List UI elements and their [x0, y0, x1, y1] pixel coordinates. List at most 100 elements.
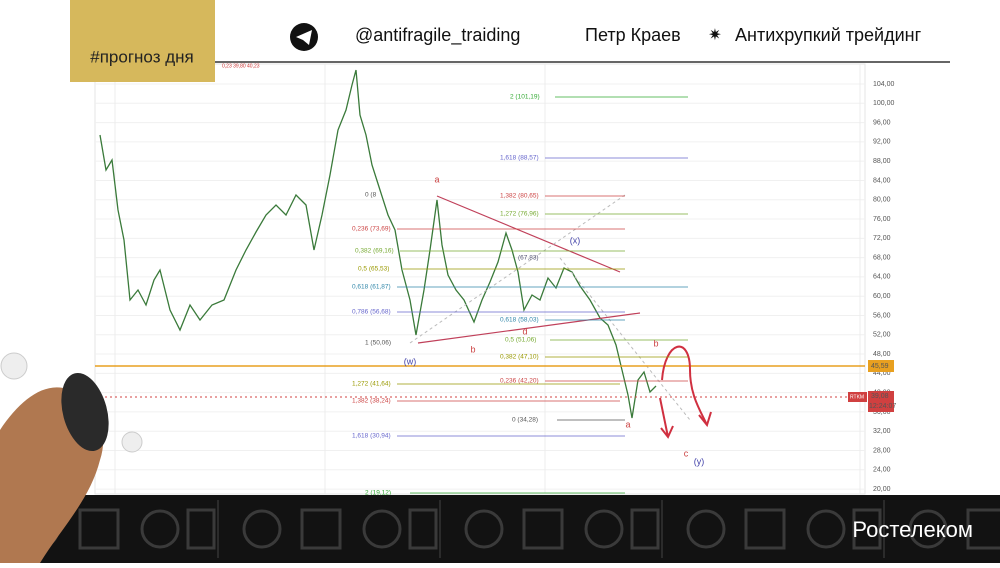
- ticker: RTKM: [850, 394, 864, 400]
- author: Петр Краев: [585, 25, 681, 45]
- separator-star: ✷: [708, 27, 721, 44]
- channel: @antifragile_traiding: [355, 25, 520, 46]
- logo-box: [630, 508, 660, 550]
- fib-label: 1 (50,06): [365, 340, 391, 347]
- logo-box: [408, 508, 438, 550]
- y-axis-label: 84,00: [873, 177, 891, 184]
- logo-ring: [806, 509, 846, 549]
- y-axis-label: 32,00: [873, 428, 891, 435]
- logo-box: [852, 508, 882, 550]
- wave-label: c: [684, 448, 689, 458]
- logo-ring: [908, 509, 948, 549]
- y-axis-label: 24,00: [873, 467, 891, 474]
- wave-label: b: [653, 338, 658, 348]
- fib-label: 0 (34,28): [512, 417, 538, 424]
- labels: 104,00 100,00 96,00 92,00 88,00 84,00 80,00 76,…: [352, 81, 896, 497]
- wave-label: (w): [404, 356, 417, 366]
- project: Антихрупкий трейдинг: [735, 25, 922, 45]
- pearl: [0, 352, 28, 380]
- trend-line: [409, 194, 626, 344]
- fib-label: 0 (8: [365, 192, 377, 199]
- logo-ring: [362, 509, 402, 549]
- fib-label: 1,272 (41,64): [352, 381, 391, 388]
- ticker-bg: [848, 392, 867, 402]
- fib-label: 0,5 (65,53): [358, 266, 389, 273]
- wave-label: b: [470, 344, 475, 354]
- y-axis-label: 104,00: [873, 81, 895, 88]
- fib-label: 0,618 (58,03): [500, 317, 539, 324]
- chart-area: [94, 63, 866, 495]
- mouse: [61, 372, 109, 452]
- fib-label: 0,236 (73,69): [352, 226, 391, 233]
- tag-box: [70, 0, 215, 82]
- logo-ring: [242, 509, 282, 549]
- y-axis-label: 100,00: [873, 100, 895, 107]
- wave-label: a: [434, 174, 439, 184]
- y-axis-label: 60,00: [873, 293, 891, 300]
- y-axis-label: 96,00: [873, 119, 891, 126]
- fib-label: 1,382 (38,24): [352, 398, 391, 405]
- forecast-arrow: [661, 345, 708, 426]
- logo-ring: [464, 509, 504, 549]
- wave-label: (x): [570, 235, 581, 245]
- y-axis-label: 44,00: [873, 370, 891, 377]
- fib-label: (67,83): [518, 255, 539, 262]
- wave-label: d: [522, 326, 527, 336]
- y-axis-label: 72,00: [873, 235, 891, 242]
- fib-label: 1,618 (88,57): [500, 155, 539, 162]
- fib-label: 0,618 (61,87): [352, 284, 391, 291]
- price-line: [99, 69, 657, 419]
- grid: [95, 64, 865, 494]
- logo-box: [966, 508, 1000, 550]
- arrowhead: [698, 411, 712, 428]
- logo-box: [78, 508, 120, 550]
- legend-values: 0,23 39,80 40,23: [222, 63, 260, 69]
- y-axis-label: 28,00: [873, 447, 891, 454]
- telegram-plane: [296, 30, 312, 45]
- tag: #прогноз дня: [90, 47, 193, 66]
- logo-box: [186, 508, 216, 550]
- y-axis-label: 76,00: [873, 216, 891, 223]
- logo-box: [744, 508, 786, 550]
- price-tag-bg: [868, 360, 894, 372]
- triangle-line: [417, 312, 641, 344]
- logo-box: [300, 508, 342, 550]
- fib-label: 0,236 (42,20): [500, 378, 539, 385]
- price-tag: 39,08: [871, 393, 889, 400]
- price-tag: 45,59: [871, 363, 889, 370]
- y-axis-label: 52,00: [873, 332, 891, 339]
- logo-box: [522, 508, 564, 550]
- wave-label: (y): [694, 456, 705, 466]
- fib-label: 0,786 (56,68): [352, 309, 391, 316]
- brand: Ростелеком: [852, 517, 973, 542]
- price-tag: 12:24:07: [869, 403, 896, 410]
- y-axis-label: 64,00: [873, 274, 891, 281]
- forecast-arrow: [659, 397, 674, 439]
- y-axis-label: 92,00: [873, 139, 891, 146]
- fib-label: 0,5 (51,06): [505, 337, 536, 344]
- fib-label: 2 (19,12): [365, 490, 391, 497]
- y-axis-label: 56,00: [873, 312, 891, 319]
- price-tag-bg: [868, 391, 894, 412]
- y-axis-label: 36,00: [873, 409, 891, 416]
- logo-ring: [584, 509, 624, 549]
- logo-ring: [140, 509, 180, 549]
- fib-label: 1,382 (80,65): [500, 193, 539, 200]
- trend-line: [559, 257, 691, 421]
- y-axis-label: 88,00: [873, 158, 891, 165]
- y-axis-label: 20,00: [873, 486, 891, 493]
- fib-label: 1,272 (76,96): [500, 211, 539, 218]
- fib-label: 0,382 (69,16): [355, 248, 394, 255]
- y-axis-label: 48,00: [873, 351, 891, 358]
- fib-label: 1,618 (30,94): [352, 433, 391, 440]
- fib-label: 2 (101,19): [510, 94, 540, 101]
- footer: [0, 495, 1000, 563]
- pearl: [121, 431, 143, 453]
- triangle-line: [436, 195, 621, 273]
- fib-label: 0,382 (47,10): [500, 354, 539, 361]
- logo-ring: [686, 509, 726, 549]
- y-axis-label: 68,00: [873, 254, 891, 261]
- y-axis-label: 80,00: [873, 197, 891, 204]
